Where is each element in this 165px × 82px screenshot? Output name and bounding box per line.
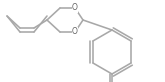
Text: O: O [72, 4, 78, 12]
Text: O: O [72, 4, 78, 12]
Text: O: O [72, 27, 78, 36]
Text: O: O [72, 27, 78, 36]
